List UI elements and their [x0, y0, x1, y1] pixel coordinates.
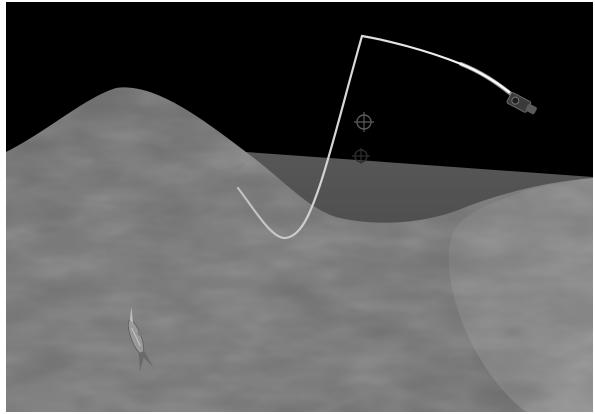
scene-canvas[interactable]: [6, 2, 593, 412]
crosshair-target-icon[interactable]: [354, 112, 374, 132]
camera-path-tail: [459, 62, 513, 96]
terrain-right-hill-texture: [448, 178, 593, 412]
fish-figure-icon[interactable]: [118, 306, 154, 372]
terrain-shading-band: [6, 162, 246, 272]
terrain-main-texture: [6, 87, 593, 412]
3d-viewport[interactable]: [6, 2, 593, 412]
crosshair-shadow-icon: [352, 148, 370, 164]
camera-icon[interactable]: [506, 92, 538, 117]
